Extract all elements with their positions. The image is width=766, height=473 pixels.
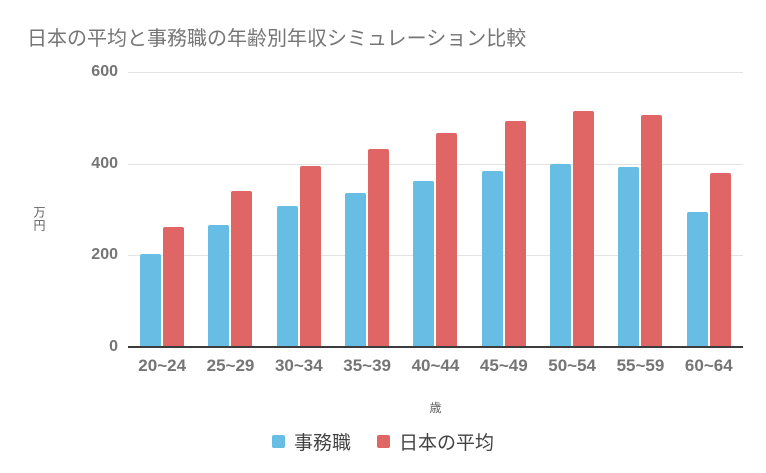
bar-日本の平均-30~34[interactable] [299,165,321,347]
x-tick-label-60~64: 60~64 [684,356,733,375]
y-axis-title: 万円 [32,206,46,232]
legend-item-事務職[interactable]: 事務職 [271,428,351,455]
bar-事務職-20~24[interactable] [140,253,162,347]
legend-label: 日本の平均 [399,433,495,454]
bar-日本の平均-45~49[interactable] [504,121,526,347]
bar-group-40~44 [401,72,469,347]
gridline-400 [128,163,743,165]
x-axis-title: 歳 [429,401,442,415]
legend-swatch-icon [377,435,390,448]
bar-日本の平均-40~44[interactable] [436,133,458,347]
bar-group-50~54 [538,72,606,347]
bar-事務職-55~59[interactable] [618,166,640,347]
bar-事務職-45~49[interactable] [481,170,503,347]
bar-事務職-35~39[interactable] [345,193,367,347]
bar-group-55~59 [606,72,674,347]
bar-group-45~49 [470,72,538,347]
x-axis-line [128,346,743,348]
bar-日本の平均-55~59[interactable] [641,115,663,347]
bar-group-60~64 [675,72,743,347]
x-tick-label-55~59: 55~59 [616,356,665,375]
gridline-600 [128,72,743,73]
legend-item-日本の平均[interactable]: 日本の平均 [377,428,494,455]
bar-series [128,72,743,347]
x-tick-label-20~24: 20~24 [138,356,187,375]
chart-legend: 事務職 日本の平均 [0,428,766,455]
bar-日本の平均-35~39[interactable] [368,149,390,347]
x-tick-label-50~54: 50~54 [548,356,596,375]
bar-日本の平均-50~54[interactable] [573,110,595,347]
bar-group-35~39 [333,72,401,347]
x-tick-label-30~34: 30~34 [274,356,323,375]
y-tick-label-400: 400 [91,154,118,172]
legend-swatch-icon [271,435,285,448]
x-tick-label-40~44: 40~44 [411,356,460,375]
bar-日本の平均-20~24[interactable] [163,226,185,347]
bar-group-30~34 [265,72,333,347]
x-tick-label-35~39: 35~39 [343,356,392,375]
bar-日本の平均-60~64[interactable] [709,172,731,347]
x-axis-tick-labels: 20~24 25~29 30~34 35~39 40~44 45~49 50~54 55~59… [128,356,743,376]
bar-group-25~29 [196,72,264,347]
y-tick-label-0: 0 [109,338,118,355]
legend-label: 事務職 [293,433,351,454]
bar-group-20~24 [128,72,196,347]
chart-title: 日本の平均と事務職の年齢別年収シミュレーション比較 [27,28,527,50]
bar-事務職-50~54[interactable] [550,163,572,347]
bar-事務職-30~34[interactable] [276,206,298,347]
bar-事務職-25~29[interactable] [208,225,230,347]
y-tick-label-600: 600 [91,63,118,80]
bar-事務職-40~44[interactable] [413,181,435,347]
gridline-200 [128,255,743,257]
x-tick-label-25~29: 25~29 [206,356,255,375]
plot-area [128,72,743,348]
bar-日本の平均-25~29[interactable] [231,190,253,347]
bar-事務職-60~64[interactable] [686,211,708,347]
y-tick-label-200: 200 [91,246,118,264]
x-tick-label-45~49: 45~49 [479,356,528,375]
